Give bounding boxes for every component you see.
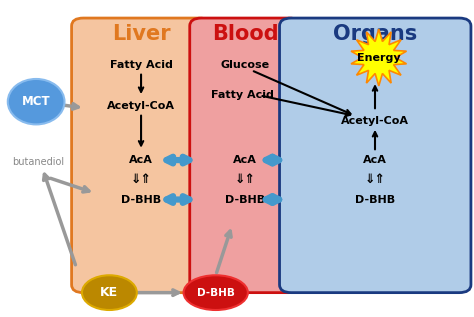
Text: ⇓⇑: ⇓⇑	[130, 172, 152, 185]
Text: Fatty Acid: Fatty Acid	[211, 90, 274, 100]
Text: MCT: MCT	[22, 95, 50, 108]
Text: AcA: AcA	[363, 155, 387, 165]
Text: Organs: Organs	[333, 24, 417, 44]
FancyBboxPatch shape	[280, 18, 471, 293]
Ellipse shape	[183, 275, 248, 310]
Ellipse shape	[82, 275, 137, 310]
Text: D-BHB: D-BHB	[225, 195, 265, 204]
Text: D-BHB: D-BHB	[121, 195, 161, 204]
Polygon shape	[351, 29, 407, 86]
Text: Acetyl-CoA: Acetyl-CoA	[341, 116, 409, 126]
Text: KE: KE	[100, 286, 118, 299]
Text: D-BHB: D-BHB	[197, 288, 235, 298]
FancyBboxPatch shape	[190, 18, 301, 293]
Text: butanediol: butanediol	[12, 157, 64, 167]
Text: ⇓⇑: ⇓⇑	[365, 172, 385, 185]
Text: AcA: AcA	[233, 155, 257, 165]
Text: Liver: Liver	[112, 24, 170, 44]
Text: Glucose: Glucose	[220, 61, 270, 70]
Text: ⇓⇑: ⇓⇑	[235, 172, 255, 185]
Ellipse shape	[8, 79, 64, 124]
FancyBboxPatch shape	[72, 18, 211, 293]
Text: Fatty Acid: Fatty Acid	[109, 61, 173, 70]
Text: Blood: Blood	[212, 24, 278, 44]
Text: Acetyl-CoA: Acetyl-CoA	[107, 101, 175, 111]
Text: D-BHB: D-BHB	[355, 195, 395, 204]
Text: Energy: Energy	[357, 53, 401, 62]
Text: AcA: AcA	[129, 155, 153, 165]
